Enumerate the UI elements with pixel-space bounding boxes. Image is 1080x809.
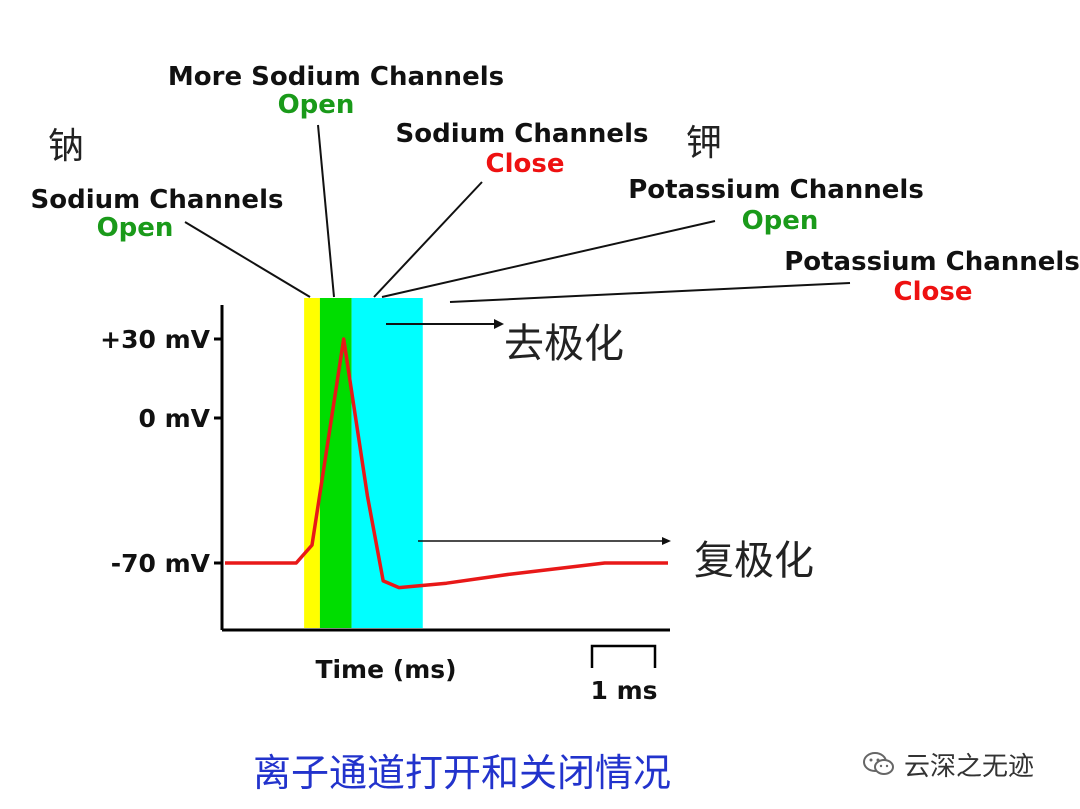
potassium-open-title: Potassium Channels bbox=[628, 175, 924, 205]
y-tick-label-minus70: -70 mV bbox=[111, 549, 211, 578]
repolarization-label: 复极化 bbox=[694, 538, 814, 584]
caption: 离子通道打开和关闭情况 bbox=[253, 751, 671, 795]
watermark-text: 云深之无迹 bbox=[904, 751, 1035, 782]
sodium-close-state: Close bbox=[486, 149, 565, 179]
potassium-cn-label: 钾 bbox=[686, 123, 722, 164]
leader-line-potassium-open bbox=[381, 220, 716, 298]
leader-line-sodium-open bbox=[184, 221, 311, 298]
potassium-open-state: Open bbox=[742, 206, 819, 236]
y-tick-label-plus30: +30 mV bbox=[100, 325, 210, 354]
phase-band-1 bbox=[304, 298, 320, 628]
scale-bar bbox=[590, 644, 657, 668]
action-potential-trace bbox=[225, 337, 668, 590]
depolarization-label: 去极化 bbox=[504, 321, 624, 367]
repolarization-arrowhead bbox=[662, 537, 671, 545]
depolarization-arrowhead bbox=[494, 319, 504, 329]
watermark: 云深之无迹 bbox=[862, 744, 1072, 784]
y-tick-label-0: 0 mV bbox=[139, 404, 211, 433]
sodium-cn-label: 钠 bbox=[48, 126, 84, 167]
leader-line-potassium-close bbox=[449, 282, 851, 303]
more-sodium-open-state: Open bbox=[278, 90, 355, 120]
potassium-close-title: Potassium Channels bbox=[784, 247, 1080, 277]
x-axis-label: Time (ms) bbox=[315, 655, 456, 684]
leader-line-sodium-close bbox=[373, 181, 483, 298]
wechat-logo-icon bbox=[863, 752, 894, 775]
potassium-close-state: Close bbox=[894, 277, 973, 307]
sodium-close-title: Sodium Channels bbox=[396, 119, 649, 149]
sodium-open-title: Sodium Channels bbox=[31, 185, 284, 215]
sodium-open-state: Open bbox=[97, 213, 174, 243]
leader-line-more-sodium-open bbox=[317, 124, 335, 298]
more-sodium-open-title: More Sodium Channels bbox=[168, 62, 504, 92]
scale-bar-label: 1 ms bbox=[590, 676, 657, 705]
